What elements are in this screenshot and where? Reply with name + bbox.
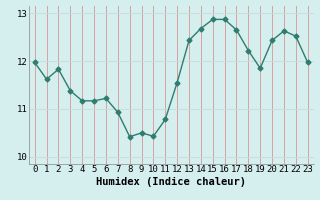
X-axis label: Humidex (Indice chaleur): Humidex (Indice chaleur) bbox=[96, 177, 246, 187]
